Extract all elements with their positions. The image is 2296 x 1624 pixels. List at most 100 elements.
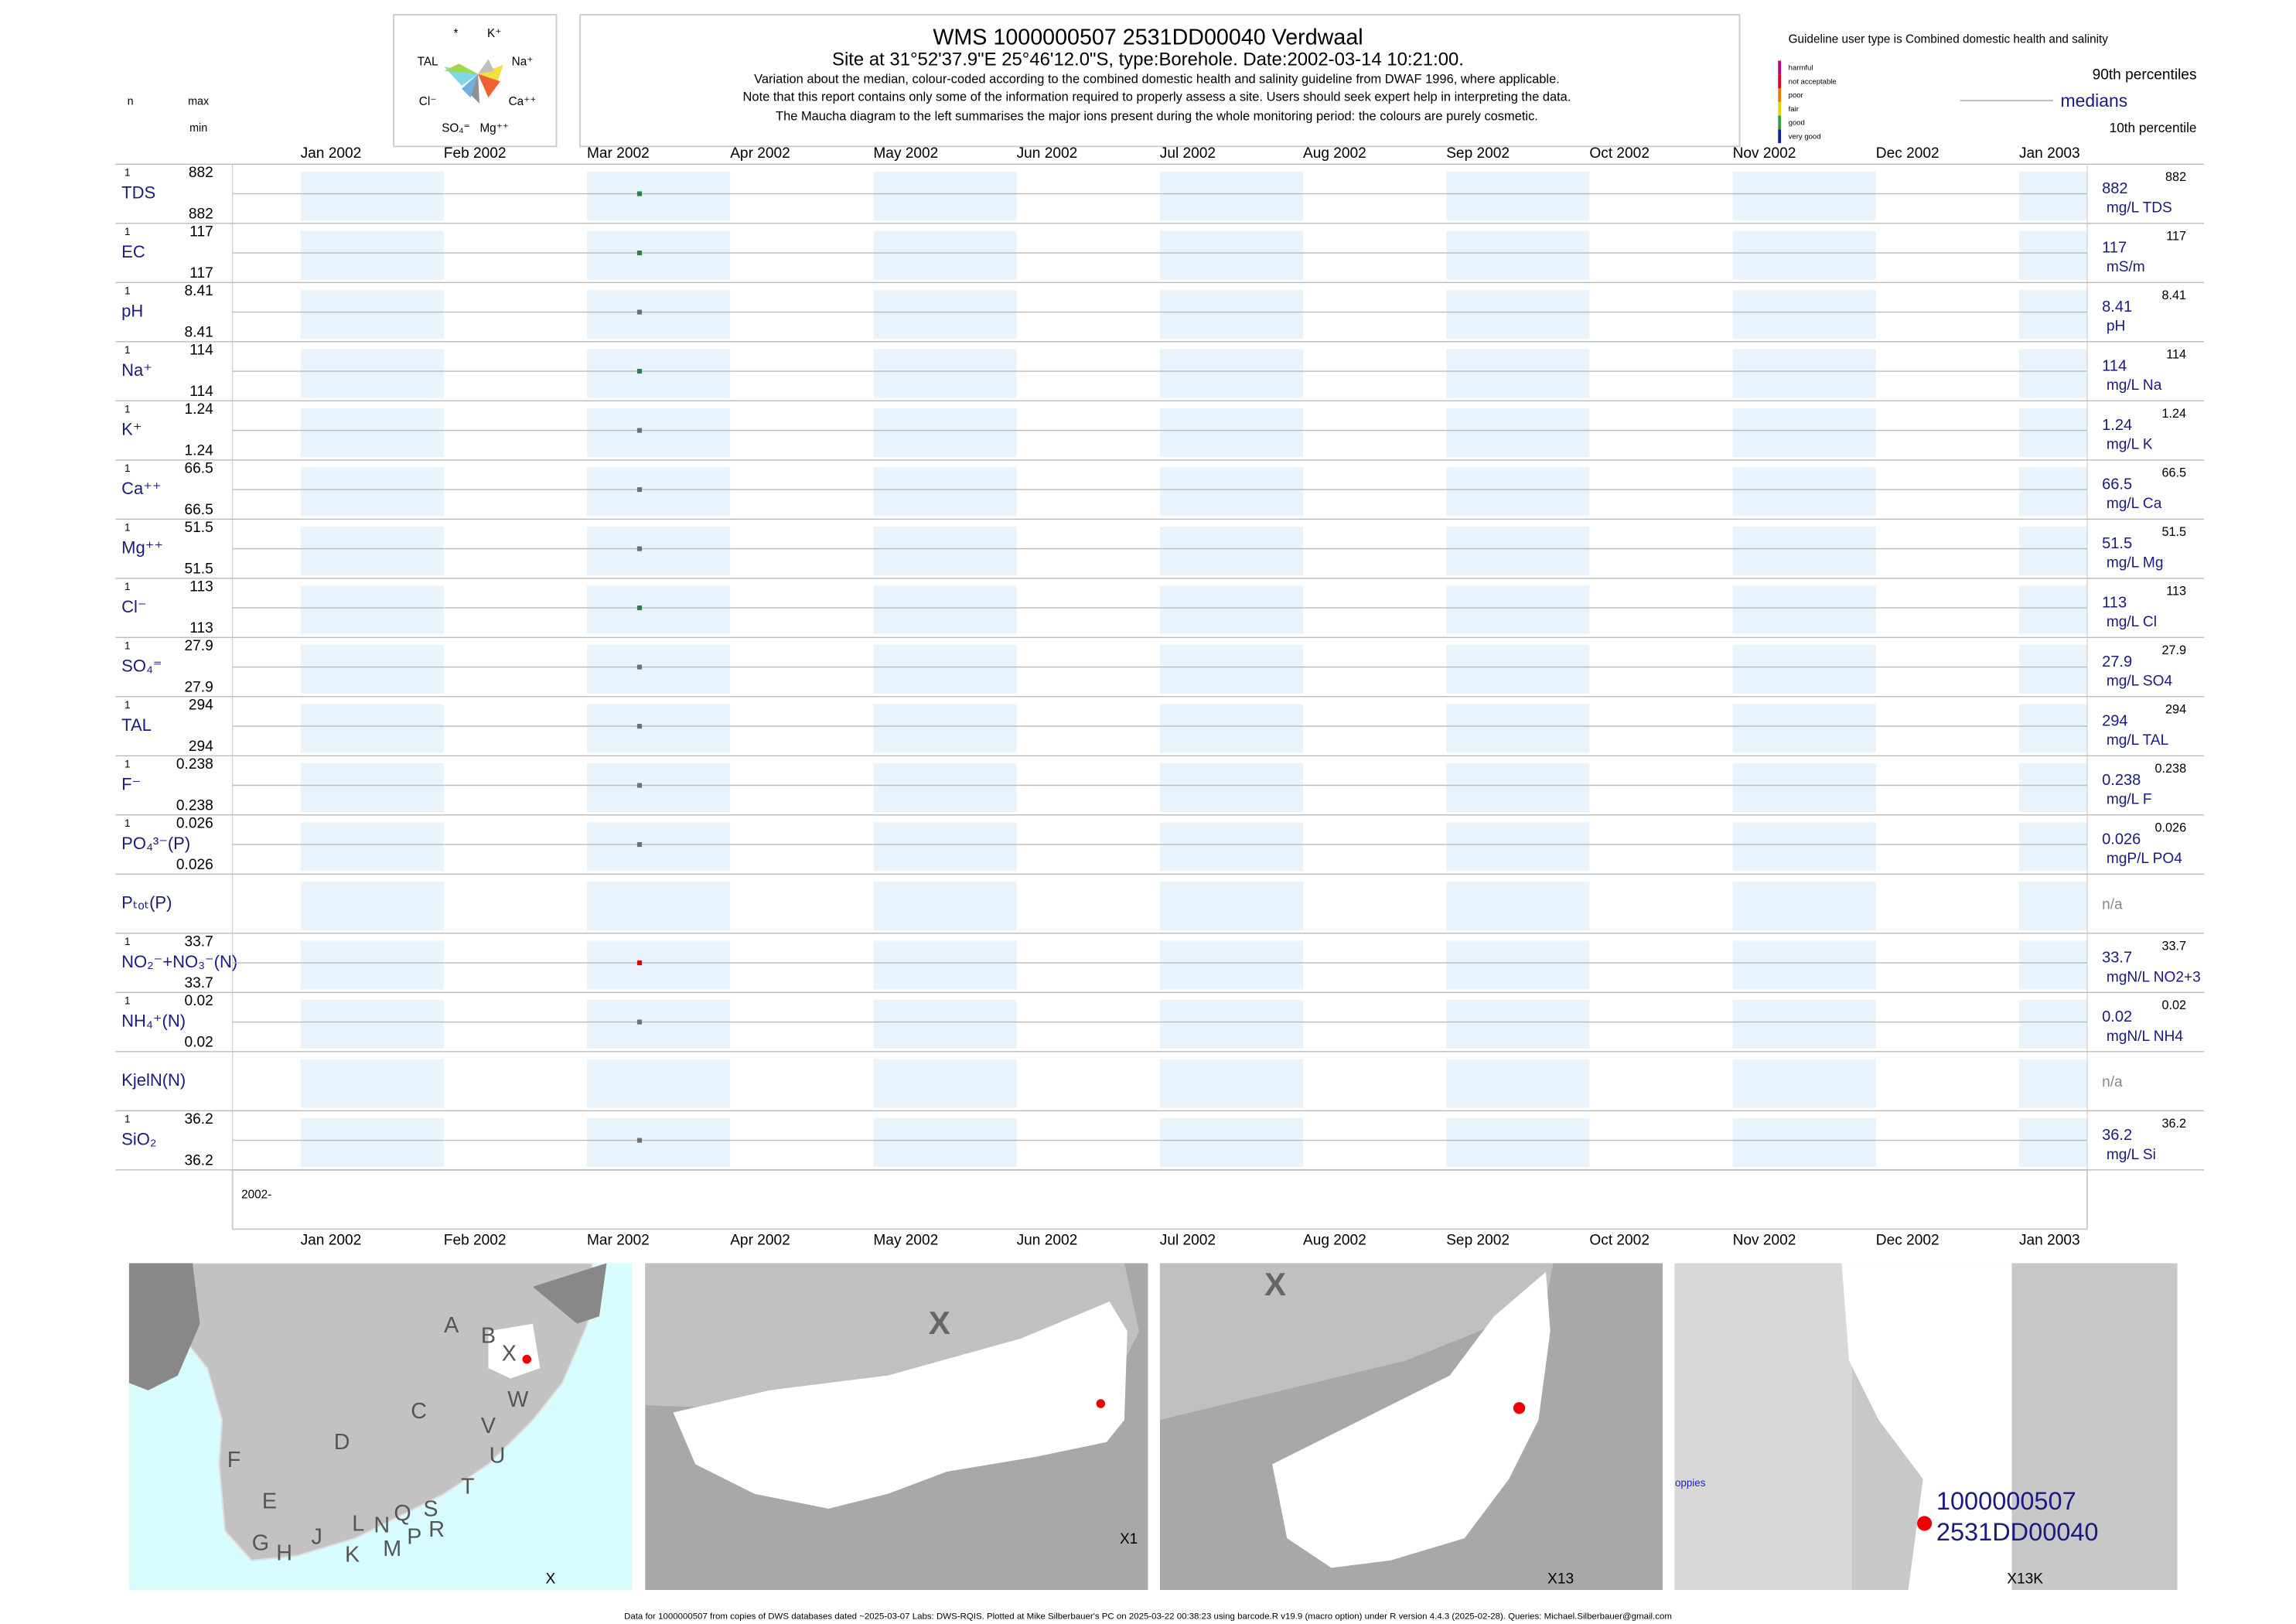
month-band [586, 763, 731, 812]
sample-point [636, 191, 643, 196]
month-band [300, 763, 444, 812]
month-band [586, 999, 731, 1049]
parameter-label: PO₄³⁻(P) [121, 834, 190, 853]
median-value: 882 [2102, 180, 2128, 197]
month-band [2019, 1117, 2087, 1168]
parameter-label: Mg⁺⁺ [121, 537, 163, 557]
month-band [1732, 822, 1876, 872]
region-label: Q [394, 1501, 411, 1526]
min-value: 36.2 [185, 1152, 213, 1169]
region-label: D [334, 1430, 350, 1455]
maucha-label: Ca⁺⁺ [509, 95, 537, 108]
min-value: 33.7 [185, 975, 213, 991]
region-label: A [444, 1313, 459, 1338]
min-value: 1.24 [185, 442, 214, 459]
map-marker: X [929, 1305, 950, 1341]
guideline-swatch [1778, 87, 1782, 102]
sample-point [636, 1019, 643, 1025]
month-band [2019, 289, 2087, 339]
region-label: K [345, 1543, 360, 1568]
month-band [1159, 704, 1304, 753]
status: n/a [2102, 1074, 2123, 1090]
month-band [1446, 644, 1590, 694]
month-band [300, 881, 444, 931]
site-label: 1000000507 [1936, 1487, 2076, 1515]
month-band [300, 644, 444, 694]
month-band [873, 881, 1017, 931]
month-band [300, 408, 444, 457]
median-value: 51.5 [2102, 535, 2132, 552]
maucha-label: * [453, 27, 458, 40]
n-value: 1 [125, 344, 130, 356]
month-band [1159, 644, 1304, 694]
month-band [586, 289, 731, 339]
min-value: 117 [189, 265, 213, 281]
month-band [1159, 230, 1304, 280]
unit: pH [2107, 319, 2125, 335]
month-band [873, 1117, 1017, 1168]
n-value: 1 [125, 1113, 130, 1124]
max-value: 36.2 [185, 1111, 213, 1128]
median-value: 0.02 [2102, 1008, 2132, 1025]
maucha-label: Na⁺ [512, 55, 534, 68]
month-band [873, 467, 1017, 517]
guideline-class: fair [1789, 105, 1800, 114]
month-label: Aug 2002 [1303, 1233, 1366, 1249]
month-band [1732, 585, 1876, 635]
month-band [586, 230, 731, 280]
median-value: 36.2 [2102, 1127, 2132, 1144]
petal [478, 65, 503, 84]
region-label: H [276, 1541, 292, 1566]
map-label: X [545, 1571, 555, 1588]
median-value: 117 [2102, 240, 2127, 257]
max-value: 66.5 [185, 460, 213, 476]
month-band [1446, 289, 1590, 339]
max-value: 294 [189, 697, 213, 713]
unit: mgP/L PO4 [2107, 851, 2182, 867]
max-value: 113 [189, 578, 213, 595]
month-band [300, 467, 444, 517]
month-band [873, 526, 1017, 575]
month-band [1446, 999, 1590, 1049]
n-value: 1 [125, 936, 130, 947]
month-label: Feb 2002 [444, 1233, 507, 1249]
median-value: 33.7 [2102, 950, 2132, 967]
region-label: G [252, 1530, 269, 1555]
legend-median: medians [2061, 90, 2128, 111]
unit: mg/L Cl [2107, 614, 2157, 630]
month-band [586, 585, 731, 635]
month-label: May 2002 [873, 1233, 938, 1249]
month-label: Sep 2002 [1446, 1233, 1510, 1249]
parameter-label: SiO₂ [121, 1129, 156, 1148]
site-dot [522, 1354, 531, 1364]
maucha-label: SO₄⁼ [442, 121, 469, 135]
min-value: 0.02 [185, 1034, 213, 1050]
month-band [586, 644, 731, 694]
max-value: 51.5 [185, 520, 213, 536]
parameter-label: SO₄⁼ [121, 656, 162, 675]
sample-point [636, 368, 643, 374]
unit: mgN/L NH4 [2107, 1029, 2183, 1045]
place-label: Driekoppies [1651, 1477, 1706, 1489]
month-band [873, 349, 1017, 398]
parameter-label: TDS [121, 183, 155, 202]
max-right: 36.2 [2161, 1117, 2186, 1131]
period-box [231, 1169, 2088, 1230]
neighbour [128, 1263, 200, 1390]
median-value: 294 [2102, 713, 2128, 730]
month-band [1732, 763, 1876, 812]
month-label: Jan 2003 [2019, 1233, 2080, 1249]
month-label: Jul 2002 [1160, 145, 1216, 162]
month-band [873, 585, 1017, 635]
unit: mg/L SO4 [2107, 674, 2173, 690]
parameter-label: F⁻ [121, 774, 141, 793]
month-band [873, 1059, 1017, 1108]
sample-point [636, 842, 643, 848]
parameter-label: KjelN(N) [121, 1070, 186, 1090]
max-right: 27.9 [2161, 643, 2186, 657]
month-band [873, 230, 1017, 280]
month-band [2019, 585, 2087, 635]
parameter-label: Cl⁻ [121, 597, 146, 616]
region-label: N [374, 1513, 390, 1537]
max-value: 0.02 [185, 993, 213, 1009]
